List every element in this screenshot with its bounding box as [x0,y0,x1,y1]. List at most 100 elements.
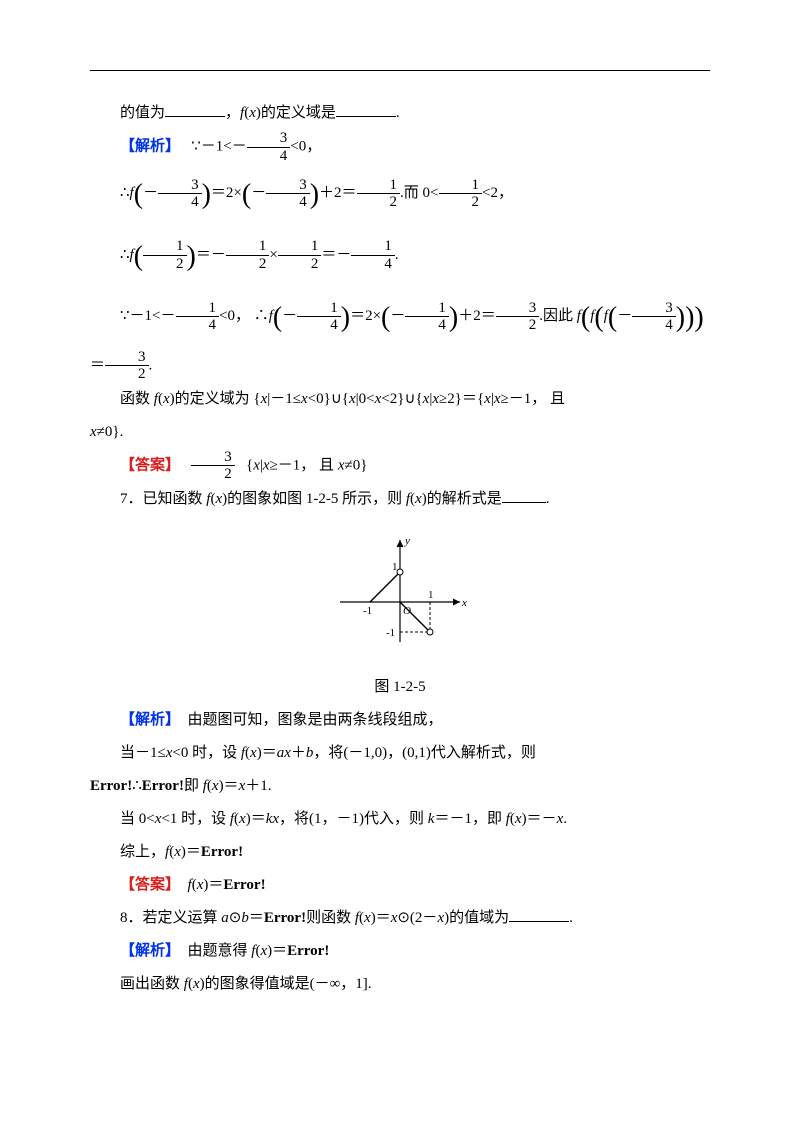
text: 由题意得 [188,943,252,959]
lparen: ( [381,302,390,333]
blank-q8 [509,907,569,922]
text: .因此 [539,308,577,324]
x: x [415,491,422,507]
frac: 32 [105,349,149,383]
domain-line: 函数 f(x)的定义域为 {x|－1≤x<0}∪{x|0<x<2}∪{x|x≥2… [90,383,710,416]
q-num: 7． [120,491,143,507]
a: a [221,910,229,926]
text: )＝ [181,844,201,860]
tick-neg1y: -1 [386,627,395,639]
text: <0 时，设 [172,745,240,761]
error-text: Error! [264,910,306,926]
text: ＋1. [245,778,271,794]
rparen: ) [202,179,211,210]
text: 当 0< [120,811,155,827]
analysis-8b: 画出函数 f(x)的图象得值域是(－∞，1]. [90,968,710,1001]
x: x [263,457,270,473]
text: ，将(1，－1)代入，则 [279,811,428,827]
text: ，将(－1,0)，(0,1)代入解析式，则 [313,745,535,761]
analysis-8a: 【解析】 由题意得 f(x)＝Error! [90,935,710,968]
text: |－1≤ [267,391,301,407]
frac: 34 [266,177,310,211]
f: f [406,491,410,507]
tick-1y: 1 [392,561,398,573]
analysis-7d: 当 0<x<1 时，设 f(x)＝kx，将(1，－1)代入，则 k＝－1，即 f… [90,803,710,836]
answer-tag: 【答案】 [120,457,180,473]
axis-y-label: y [404,535,410,547]
text: )的图象如图 1-2-5 所示，则 [222,491,406,507]
text: )的解析式是 [422,491,502,507]
text: 综上， [120,844,165,860]
text: <1 时，设 [161,811,229,827]
period: . [396,105,400,121]
frac-3-4: 34 [247,130,291,164]
frac: 12 [357,177,401,211]
text: . [563,811,567,827]
figure-caption: 图 1-2-5 [90,671,710,704]
eq: ＝ [249,910,264,926]
rparen: ) [341,302,350,333]
x: x [163,391,170,407]
x: x [174,844,181,860]
b: b [241,910,249,926]
text: × [269,247,277,263]
kx: kx [266,811,279,827]
text: . [395,247,399,263]
f: f [241,745,245,761]
line-continue: 的值为，f(x)的定义域是. [90,97,710,130]
rparen: ) [676,302,685,333]
domain-tail: x≠0}. [90,416,710,449]
error-text: Error! [287,943,329,959]
question-7: 7．已知函数 f(x)的图象如图 1-2-5 所示，则 f(x)的解析式是. [90,483,710,516]
frac: 12 [278,238,322,272]
error-text: Error! [142,778,184,794]
text: )＝ [267,943,287,959]
text: )＝ [257,745,277,761]
x: x [484,391,491,407]
graph-svg: x y -1 1 1 -1 O [330,532,470,652]
f: f [165,844,169,860]
lparen: ( [581,302,590,333]
text: ∴ [120,185,130,201]
analysis-2: ∴f(－34)＝2×(－34)＋2＝12.而 0<12<2， [90,164,710,226]
answer-1: 【答案】 32 {x|x≥－1， 且 x≠0} [90,449,710,483]
x: x [349,391,356,407]
x: x [90,424,97,440]
x: x [515,811,522,827]
text: |0< [356,391,375,407]
text: ＋2＝ [319,185,357,201]
tick-1x: 1 [428,589,434,601]
x: x [364,910,371,926]
lparen: ( [608,302,617,333]
analysis-tag: 【解析】 [120,712,180,728]
frac: 14 [297,300,341,334]
text: ≥－1， 且 [501,391,565,407]
blank-value [165,103,225,118]
lparen: ( [242,179,251,210]
x: x [494,391,501,407]
text: )的定义域是 [256,105,336,121]
frac: 12 [226,238,270,272]
text: . [569,910,573,926]
text: ∵－1<－ [191,138,247,154]
lparen: ( [134,241,143,272]
analysis-7a: 【解析】 由题图可知，图象是由两条线段组成， [90,704,710,737]
rparen: ) [694,302,703,333]
text: ＝－ [196,247,226,263]
text: )的值域为 [444,910,509,926]
f: f [154,391,158,407]
text: ＝2× [350,308,381,324]
rparen: ) [449,302,458,333]
x: x [432,391,439,407]
text: ⊙(2－ [397,910,437,926]
tick-neg1: -1 [363,605,372,617]
ax: ax [277,745,291,761]
text: ∵－1<－ [120,308,176,324]
text: ， [225,105,240,121]
text: )的定义域为 { [170,391,261,407]
text: 函数 [120,391,154,407]
text: . [149,357,153,373]
x: x [253,457,260,473]
analysis-3: ∴f(12)＝－12×12＝－14. [90,226,710,288]
answer-7: 【答案】 f(x)＝Error! [90,869,710,902]
